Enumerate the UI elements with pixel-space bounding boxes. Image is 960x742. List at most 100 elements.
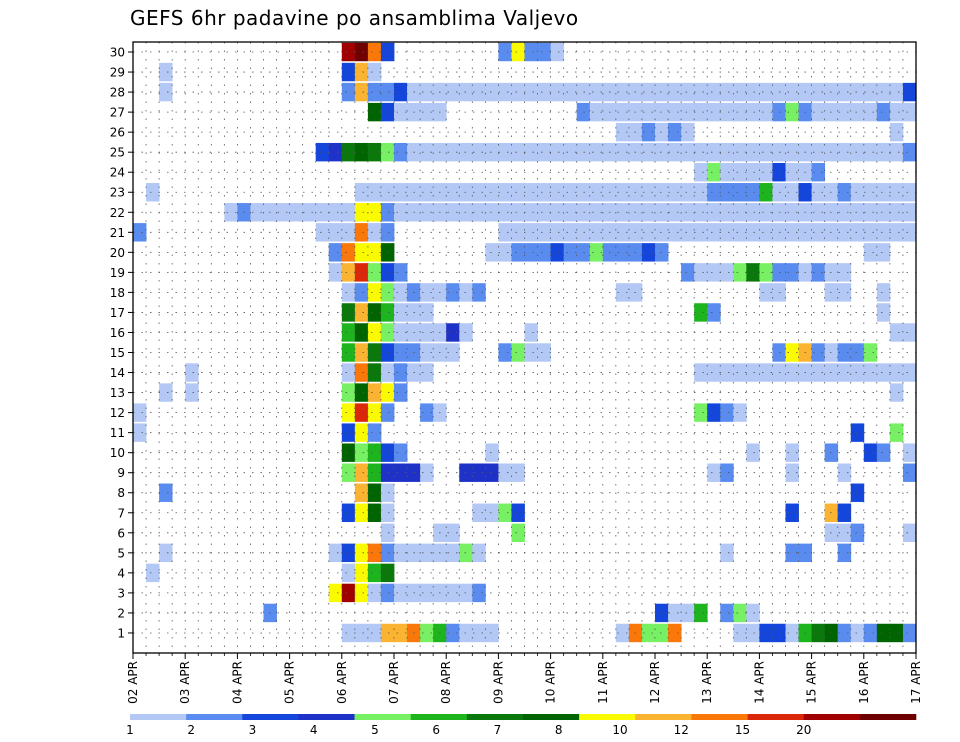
heatmap-cell bbox=[576, 223, 591, 242]
heatmap-cell bbox=[785, 443, 799, 462]
legend-swatch bbox=[242, 714, 299, 720]
heatmap-cell bbox=[524, 203, 538, 222]
heatmap-cell bbox=[733, 403, 747, 422]
heatmap-cell bbox=[707, 102, 721, 122]
heatmap-cell bbox=[576, 82, 591, 102]
heatmap-cell bbox=[681, 263, 695, 282]
legend-label: 6 bbox=[432, 723, 440, 737]
y-tick-label: 8 bbox=[117, 486, 125, 500]
heatmap-cell bbox=[367, 423, 382, 442]
heatmap-cell bbox=[367, 283, 382, 302]
heatmap-cell bbox=[863, 343, 878, 362]
heatmap-cell bbox=[746, 603, 760, 623]
heatmap-cell bbox=[785, 543, 799, 563]
heatmap-cell bbox=[720, 543, 734, 563]
heatmap-cell bbox=[733, 102, 747, 122]
heatmap-cell bbox=[746, 443, 760, 462]
heatmap-cell bbox=[641, 183, 656, 202]
heatmap-cell bbox=[876, 82, 891, 102]
heatmap-cell bbox=[511, 42, 525, 62]
heatmap-cell bbox=[524, 183, 538, 202]
heatmap-cell bbox=[668, 623, 682, 643]
heatmap-cell bbox=[759, 623, 773, 643]
x-tick-label: 14 APR bbox=[752, 661, 766, 704]
heatmap-cell bbox=[133, 223, 147, 242]
heatmap-cell bbox=[420, 102, 434, 122]
legend-swatch bbox=[130, 714, 187, 720]
heatmap-cell bbox=[746, 223, 760, 242]
heatmap-cell bbox=[589, 223, 604, 242]
heatmap-cell bbox=[746, 82, 760, 102]
heatmap-cell bbox=[563, 142, 578, 162]
heatmap-cell bbox=[511, 142, 525, 162]
legend-swatch bbox=[354, 714, 412, 720]
heatmap-cell bbox=[485, 503, 499, 522]
heatmap-cell bbox=[707, 183, 721, 202]
heatmap-cell bbox=[668, 183, 682, 202]
heatmap-cell bbox=[837, 142, 852, 162]
heatmap-cell bbox=[354, 383, 369, 402]
heatmap-cell bbox=[837, 263, 852, 282]
heatmap-cell bbox=[889, 122, 904, 142]
heatmap-cell bbox=[720, 223, 734, 242]
heatmap-cell bbox=[589, 203, 604, 222]
legend-swatch bbox=[298, 714, 355, 720]
color-legend: 1 2 3 4 5 6 7 8 10 12 15 20 bbox=[126, 714, 917, 737]
heatmap-cell bbox=[837, 343, 852, 362]
heatmap-cell bbox=[733, 263, 747, 282]
heatmap-cell bbox=[576, 203, 591, 222]
x-tick-label: 04 APR bbox=[230, 661, 244, 704]
heatmap-cell bbox=[733, 163, 747, 182]
legend-label: 20 bbox=[796, 723, 811, 737]
heatmap-cell bbox=[537, 42, 551, 62]
heatmap-cell bbox=[354, 263, 369, 282]
heatmap-cell bbox=[668, 102, 682, 122]
heatmap-cell bbox=[707, 463, 721, 482]
heatmap-cell bbox=[759, 142, 773, 162]
heatmap-cell bbox=[524, 243, 538, 262]
heatmap-cell bbox=[785, 142, 799, 162]
heatmap-cell bbox=[498, 42, 512, 62]
heatmap-cell bbox=[341, 583, 356, 603]
heatmap-cell bbox=[485, 82, 499, 102]
heatmap-cell bbox=[733, 603, 747, 623]
heatmap-cell bbox=[380, 403, 395, 422]
heatmap-cell bbox=[328, 203, 343, 222]
heatmap-cell bbox=[837, 203, 852, 222]
y-tick-label: 17 bbox=[110, 306, 125, 320]
heatmap-cell bbox=[863, 183, 878, 202]
heatmap-cell bbox=[707, 403, 721, 422]
heatmap-cell bbox=[159, 82, 173, 102]
heatmap-cell bbox=[550, 243, 565, 262]
heatmap-cell bbox=[733, 142, 747, 162]
heatmap-cell bbox=[341, 623, 356, 643]
heatmap-cell bbox=[759, 223, 773, 242]
x-tick-label: 03 APR bbox=[178, 661, 192, 704]
heatmap-cell bbox=[380, 623, 395, 643]
heatmap-cell bbox=[850, 363, 865, 382]
heatmap-cell bbox=[472, 82, 486, 102]
y-tick-label: 7 bbox=[117, 506, 125, 520]
x-tick-label: 07 APR bbox=[387, 661, 401, 704]
heatmap-cell bbox=[341, 323, 356, 342]
heatmap-cell bbox=[133, 423, 147, 442]
heatmap-cell bbox=[524, 142, 538, 162]
heatmap-cell bbox=[341, 423, 356, 442]
y-tick-label: 22 bbox=[110, 206, 125, 220]
heatmap-cell bbox=[550, 42, 565, 62]
heatmap-cell bbox=[394, 383, 408, 402]
y-tick-label: 26 bbox=[110, 126, 125, 140]
y-axis: 1234567891011121314151617181920212223242… bbox=[110, 46, 133, 640]
heatmap-cell bbox=[367, 102, 382, 122]
heatmap-cell bbox=[354, 483, 369, 502]
heatmap-cell bbox=[811, 82, 826, 102]
heatmap-cell bbox=[668, 223, 682, 242]
heatmap-cell bbox=[746, 163, 760, 182]
heatmap-cell bbox=[367, 42, 382, 62]
heatmap-cell bbox=[524, 223, 538, 242]
heatmap-cell bbox=[485, 463, 499, 482]
heatmap-cell bbox=[785, 503, 799, 522]
heatmap-cell bbox=[341, 62, 356, 82]
heatmap-cell bbox=[876, 142, 891, 162]
heatmap-cell bbox=[902, 223, 917, 242]
